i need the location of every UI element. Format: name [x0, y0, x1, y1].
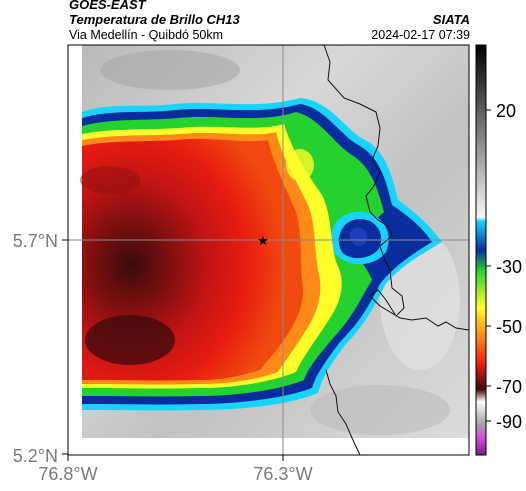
- lat-tick-label: 5.2°N: [13, 446, 58, 466]
- colorbar-tick-label: 20: [496, 101, 516, 121]
- satellite-title: GOES-EAST: [69, 0, 146, 12]
- colorbar-tick-label: -30: [496, 257, 522, 277]
- lat-tick-label: 5.7°N: [13, 231, 58, 251]
- map-frame: [67, 44, 470, 456]
- colorbar-tick-label: -50: [496, 317, 522, 337]
- colorbar: [475, 44, 487, 456]
- lon-tick-label: 76.3°W: [253, 464, 312, 484]
- organization-label: SIATA: [432, 12, 470, 27]
- colorbar-tick-label: -90: [496, 412, 522, 432]
- lon-tick-label: 76.8°W: [38, 464, 97, 484]
- timestamp-label: 2024-02-17 07:39: [371, 28, 470, 42]
- product-title: Temperatura de Brillo CH13: [69, 12, 240, 27]
- boundary-line: [323, 45, 469, 331]
- station-star-icon: ★: [257, 233, 269, 248]
- colorbar-tick-label: -70: [496, 377, 522, 397]
- route-subtitle: Via Medellín - Quibdó 50km: [69, 28, 224, 42]
